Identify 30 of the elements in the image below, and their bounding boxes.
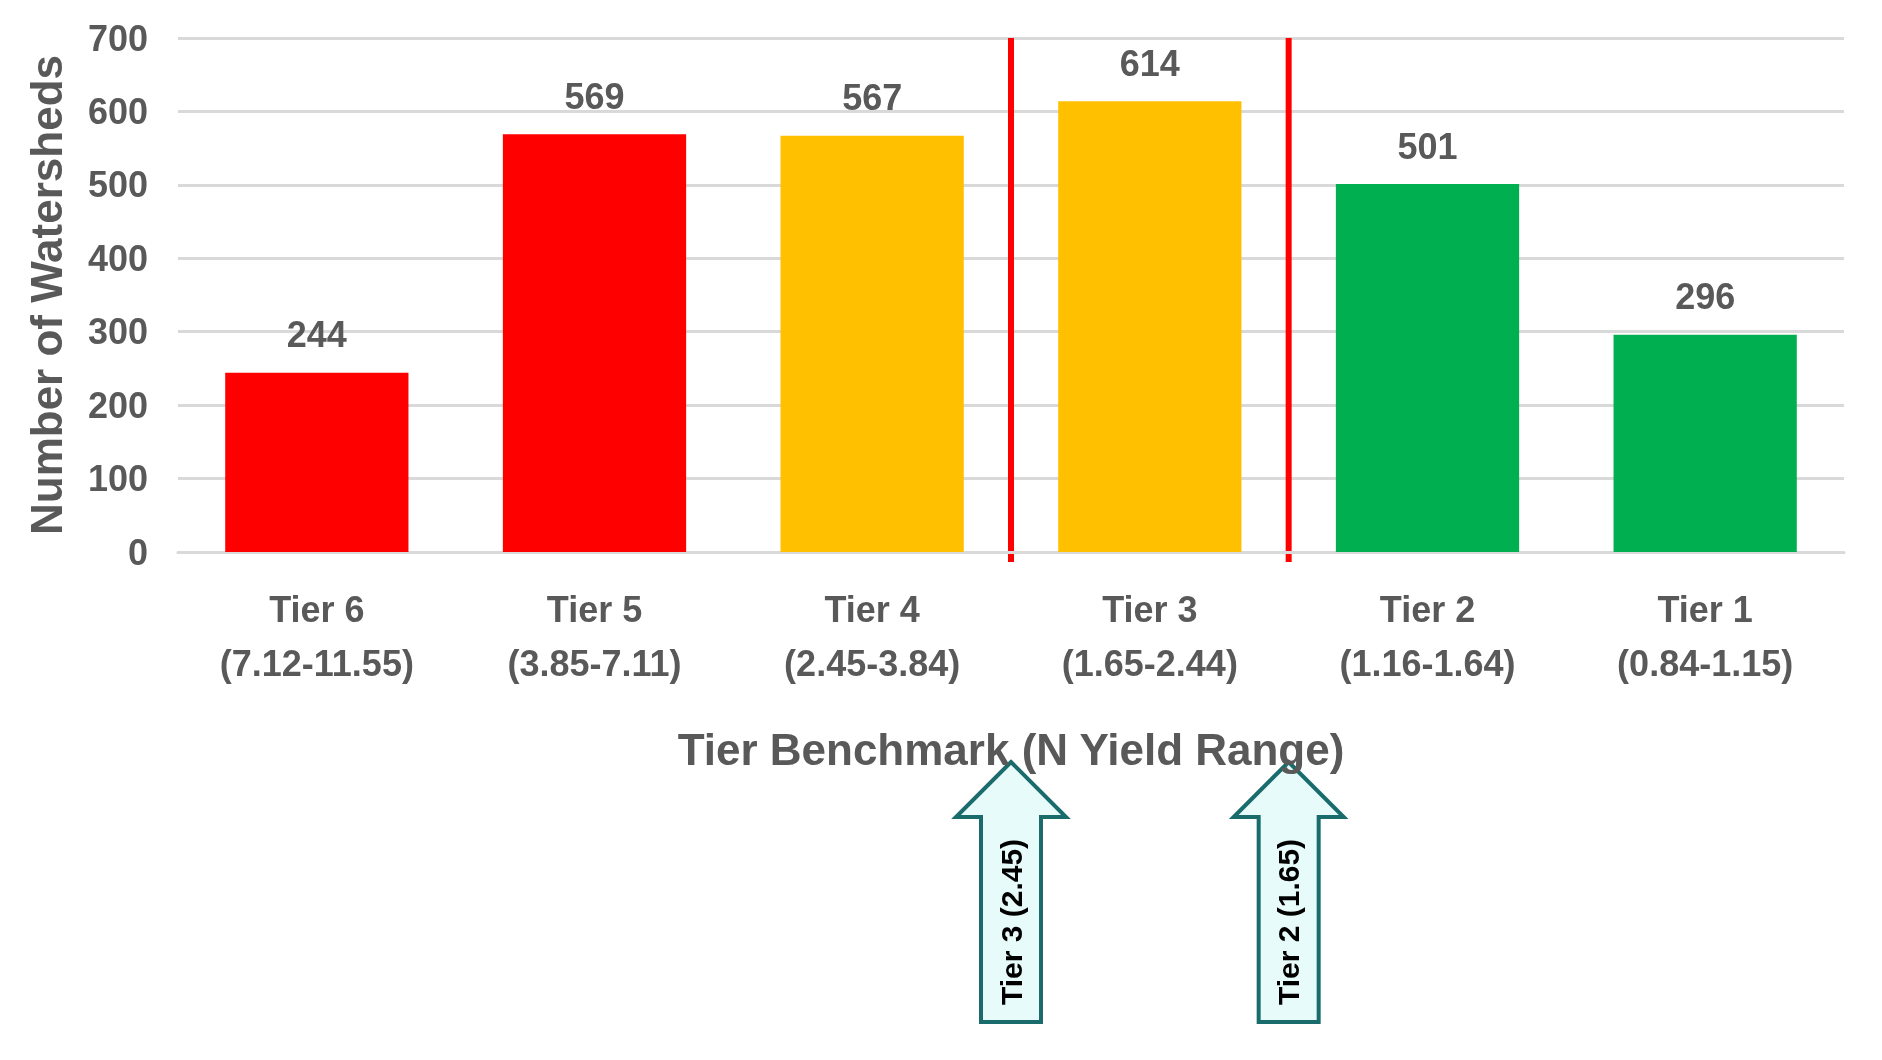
data-label: 296: [1675, 276, 1736, 318]
bar: [225, 372, 409, 552]
data-label: 501: [1397, 125, 1458, 167]
x-axis-title: Tier Benchmark (N Yield Range): [677, 724, 1345, 774]
bar: [1613, 334, 1797, 552]
y-tick-label: 200: [87, 384, 148, 426]
x-tick-label: Tier 5 (3.85-7.11): [507, 588, 682, 684]
x-tick-label: Tier 3 (1.65-2.44): [1061, 588, 1238, 684]
x-tick-label: Tier 2 (1.16-1.64): [1339, 588, 1516, 684]
bar: [1058, 101, 1242, 552]
y-tick-label: 500: [87, 164, 148, 206]
y-tick-label: 700: [87, 17, 148, 59]
x-tick-label: Tier 4 (2.45-3.84): [784, 588, 961, 684]
y-tick-label: 300: [87, 311, 148, 353]
x-tick-label: Tier 1 (0.84-1.15): [1617, 588, 1794, 684]
data-label: 244: [286, 314, 347, 356]
y-tick-label: 600: [87, 90, 148, 132]
data-label: 614: [1119, 42, 1180, 84]
y-tick-label: 100: [87, 458, 148, 500]
data-label: 567: [842, 77, 903, 119]
bar: [1335, 184, 1520, 552]
y-axis-title: Number of Watersheds: [21, 54, 71, 536]
data-label: 569: [564, 75, 625, 117]
bar: [780, 135, 964, 552]
text: Tier 2 (1.65): [1272, 838, 1306, 1006]
bar: [502, 134, 687, 552]
y-tick-label: 400: [87, 237, 148, 279]
y-tick-label: 0: [127, 531, 148, 573]
x-tick-label: Tier 6 (7.12-11.55): [219, 588, 414, 684]
text: Tier 3 (2.45): [994, 838, 1028, 1006]
